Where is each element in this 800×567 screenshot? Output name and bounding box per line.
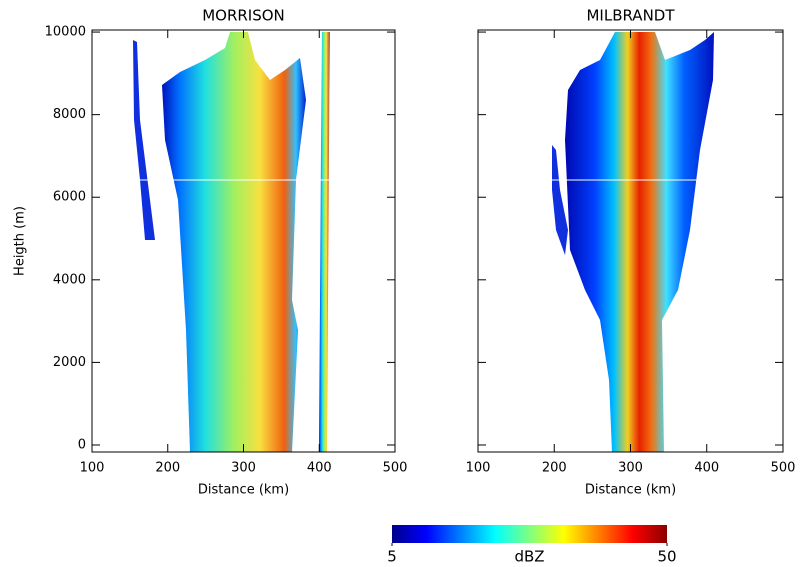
reflectivity-field [92, 32, 783, 452]
y-tick-label: 10000 [45, 25, 86, 40]
plume [552, 145, 568, 255]
y-tick-label: 6000 [53, 190, 86, 205]
x-tick-label: 200 [542, 461, 567, 476]
x-tick-label: 200 [155, 461, 180, 476]
x-tick-label: 400 [694, 461, 719, 476]
chart-title: MILBRANDT [586, 7, 675, 25]
y-axis-label: Heigth (m) [13, 206, 28, 276]
x-axis-label: Distance (km) [198, 483, 289, 498]
x-tick-label: 500 [771, 461, 796, 476]
plume [133, 40, 155, 240]
x-tick-label: 300 [618, 461, 643, 476]
plume [162, 32, 306, 452]
plume [319, 32, 330, 452]
x-tick-label: 500 [383, 461, 408, 476]
plume [565, 32, 714, 452]
colorbar [392, 525, 667, 543]
chart-title: MORRISON [202, 7, 285, 25]
colorbar-tick-label: 50 [657, 548, 676, 566]
colorbar-tick-label: 5 [387, 548, 397, 566]
y-tick-label: 8000 [53, 107, 86, 122]
x-tick-label: 300 [231, 461, 256, 476]
x-tick-label: 100 [466, 461, 491, 476]
x-tick-label: 100 [80, 461, 105, 476]
x-axis-label: Distance (km) [585, 483, 676, 498]
x-tick-label: 400 [307, 461, 332, 476]
y-tick-label: 2000 [53, 355, 86, 370]
colorbar-label: dBZ [514, 548, 544, 566]
y-tick-label: 4000 [53, 272, 86, 287]
y-tick-label: 0 [78, 437, 86, 452]
